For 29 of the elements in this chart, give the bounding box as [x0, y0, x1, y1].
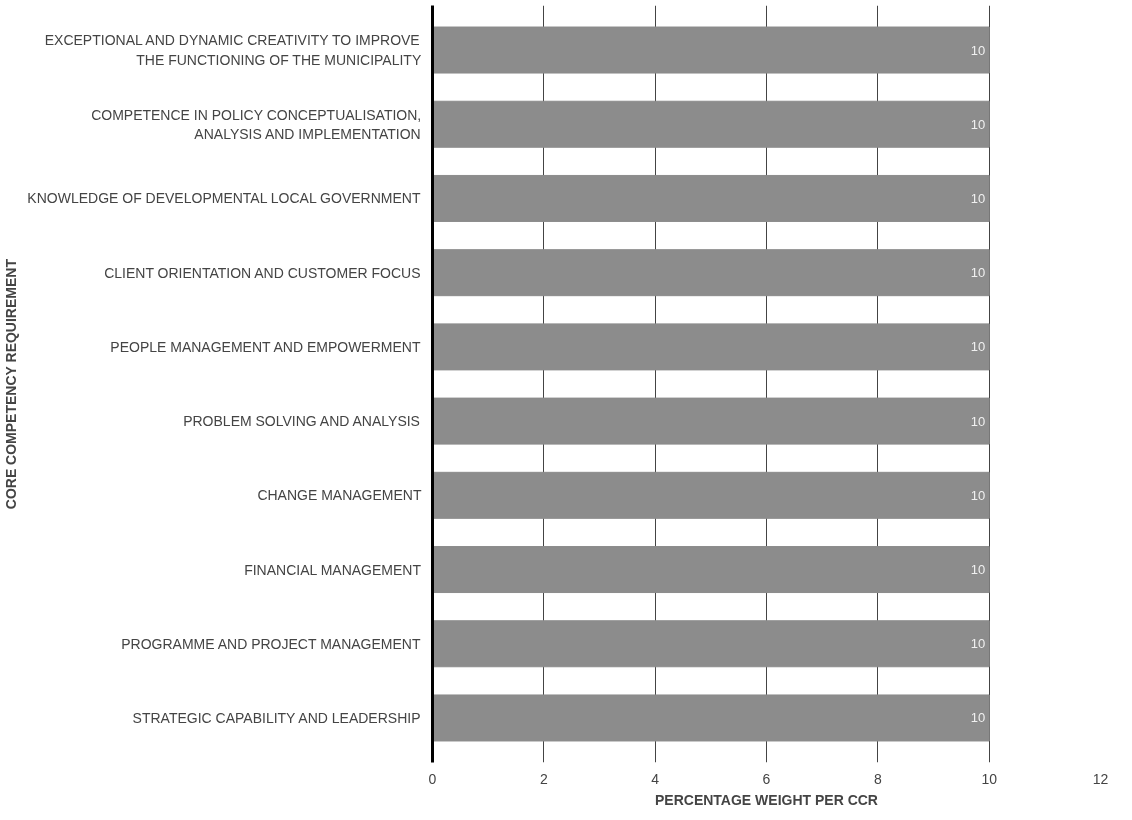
- y-tick-label: PROBLEM SOLVING AND ANALYSIS: [183, 413, 420, 430]
- data-label: 10: [970, 487, 986, 503]
- x-tick-label: 6: [762, 770, 771, 787]
- data-label: 10: [970, 339, 986, 355]
- data-label: 10: [970, 562, 986, 578]
- y-tick-label: STRATEGIC CAPABILITY AND LEADERSHIP: [132, 709, 421, 726]
- x-tick-label: 0: [428, 770, 437, 787]
- data-label: 10: [970, 265, 986, 281]
- x-axis-title: PERCENTAGE WEIGHT PER CCR: [655, 791, 878, 808]
- data-label: 10: [970, 413, 986, 429]
- y-tick-label: PEOPLE MANAGEMENT AND EMPOWERMENT: [110, 338, 421, 355]
- x-tick-label: 12: [1092, 770, 1109, 787]
- data-label: 10: [970, 190, 986, 206]
- data-label: 10: [970, 116, 986, 132]
- y-tick-label: COMPETENCE IN POLICY CONCEPTUALISATION, ANALYSIS AND IMPLEMENTATION: [91, 106, 422, 142]
- y-tick-label: KNOWLEDGE OF DEVELOPMENTAL LOCAL GOVERNMENT: [27, 190, 421, 207]
- y-tick-label: FINANCIAL MANAGEMENT: [244, 561, 422, 578]
- x-tick-label: 10: [981, 770, 998, 787]
- x-tick-label: 4: [651, 770, 660, 787]
- y-tick-label: PROGRAMME AND PROJECT MANAGEMENT: [121, 635, 421, 652]
- x-tick-label: 8: [873, 770, 882, 787]
- x-tick-label: 2: [539, 770, 548, 787]
- data-label: 10: [970, 42, 986, 58]
- y-tick-label: CLIENT ORIENTATION AND CUSTOMER FOCUS: [104, 264, 421, 281]
- data-label: 10: [970, 636, 986, 652]
- data-label: 10: [970, 710, 986, 726]
- y-tick-label: EXCEPTIONAL AND DYNAMIC CREATIVITY TO IMPROVE THE FUNCTIONING OF THE MUNICIPALITY: [44, 32, 422, 68]
- y-axis-title: CORE COMPETENCY REQUIREMENT: [3, 258, 20, 510]
- y-tick-label: CHANGE MANAGEMENT: [257, 487, 422, 504]
